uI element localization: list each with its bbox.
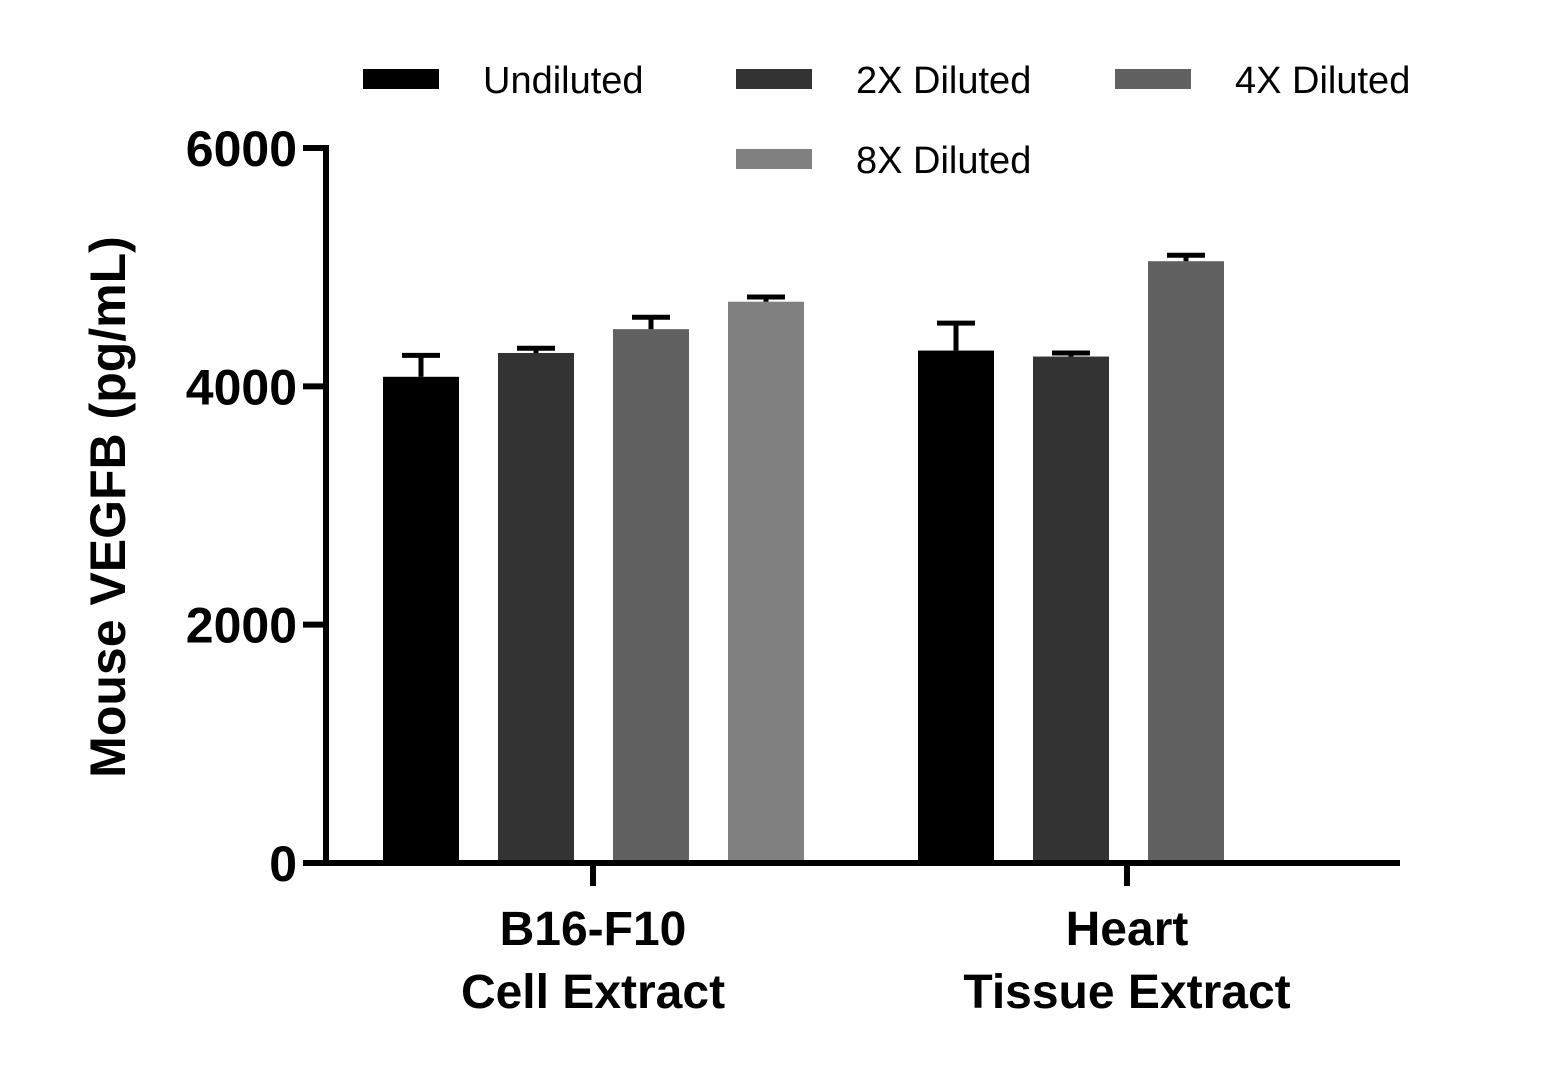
bar (613, 329, 689, 864)
y-tick-label: 4000 (186, 359, 297, 415)
axes (303, 145, 1400, 866)
x-tick-label: Cell Extract (461, 966, 725, 1019)
legend-swatch (736, 69, 812, 89)
legend-label: 8X Diluted (856, 140, 1031, 182)
legend-label: 4X Diluted (1235, 60, 1410, 102)
legend-swatch (363, 69, 439, 89)
bar (498, 352, 574, 863)
bar (1033, 356, 1109, 863)
x-tick-label: B16-F10 (500, 903, 687, 956)
legend-swatch (1115, 69, 1191, 89)
y-tick-label: 6000 (186, 121, 297, 177)
legend: Undiluted 2X Diluted 4X Diluted 8X Diluted (363, 60, 1410, 182)
bar (383, 376, 459, 863)
x-tick-label: Tissue Extract (963, 966, 1290, 1019)
legend-swatch (736, 149, 812, 169)
x-tick-label: Heart (1066, 903, 1189, 956)
bars (383, 261, 1224, 864)
bar (728, 301, 804, 864)
legend-label: Undiluted (483, 60, 644, 102)
bar (918, 350, 994, 863)
y-tick-label: 2000 (186, 598, 297, 654)
x-ticks: B16-F10 Cell Extract Heart Tissue Extract (461, 863, 1291, 1019)
bar (1148, 261, 1224, 863)
legend-label: 2X Diluted (856, 60, 1031, 102)
y-axis-title: Mouse VEGFB (pg/mL) (80, 236, 136, 778)
y-tick-label: 0 (269, 836, 297, 892)
error-bars (402, 252, 1205, 377)
y-ticks: 0 2000 4000 6000 (186, 121, 329, 892)
